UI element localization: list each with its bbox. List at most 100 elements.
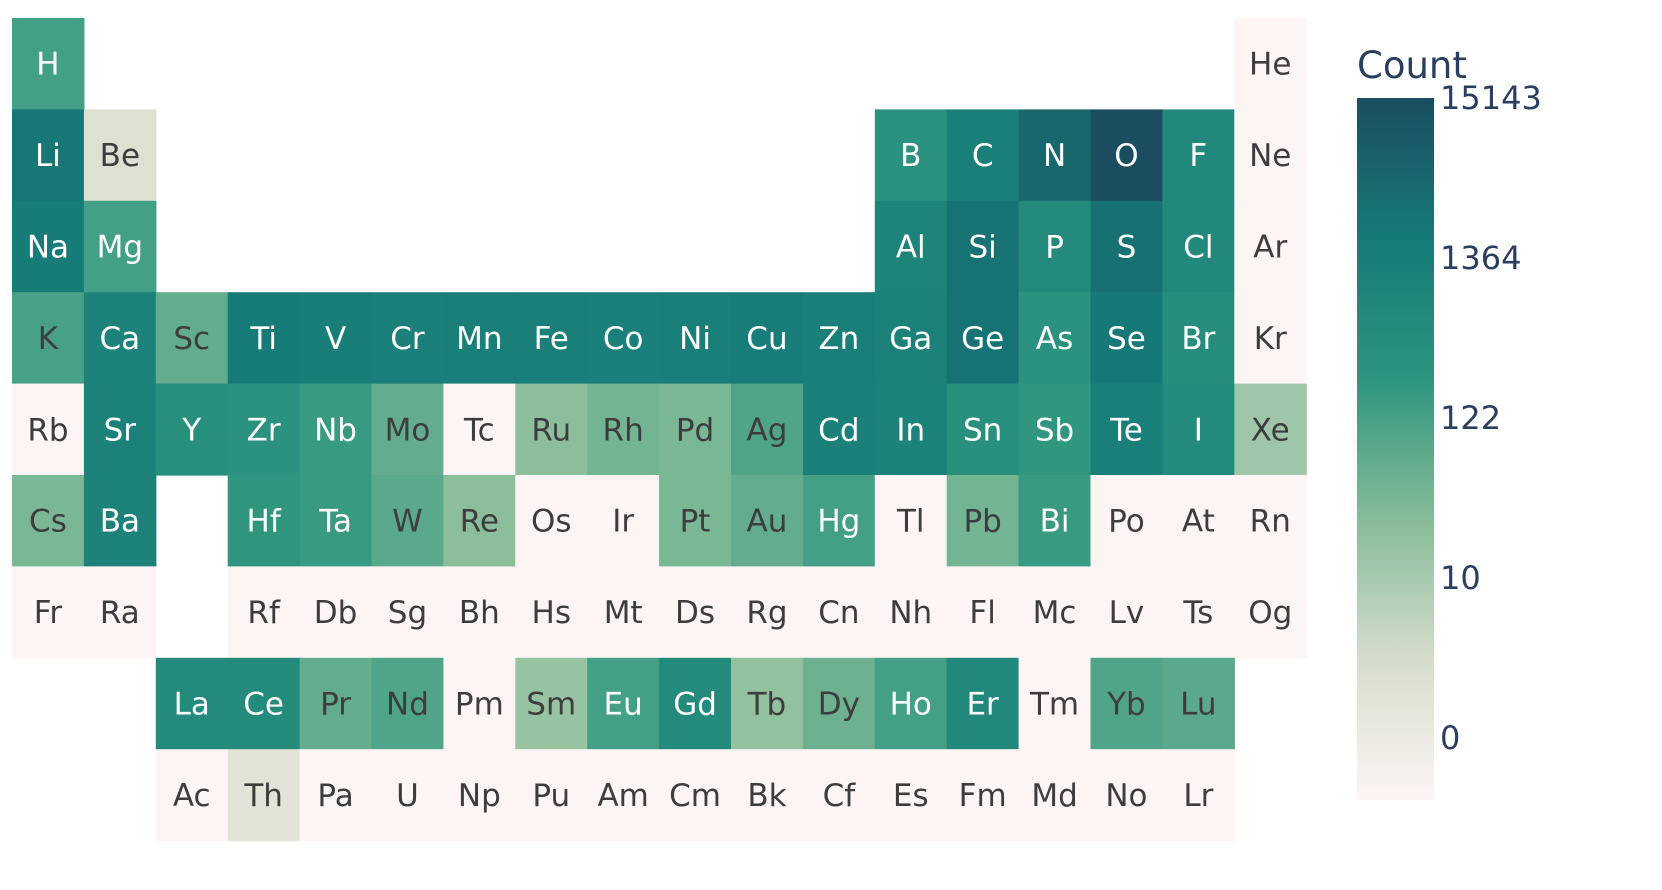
element-cell-Tm: Tm: [1019, 658, 1092, 750]
element-cell-Na: Na: [12, 201, 85, 293]
element-cell-Ta: Ta: [300, 475, 373, 567]
element-cell-Cn: Cn: [803, 566, 876, 658]
element-cell-Br: Br: [1162, 292, 1235, 384]
element-symbol: Ca: [100, 321, 141, 357]
element-symbol: Sr: [104, 412, 137, 448]
element-symbol: Cn: [818, 595, 859, 631]
element-cell-Cd: Cd: [803, 384, 876, 476]
element-cell-Mt: Mt: [587, 566, 660, 658]
colorbar: Count 010122136415143: [1357, 44, 1542, 800]
element-symbol: Pt: [680, 504, 711, 540]
element-cell-Rh: Rh: [587, 384, 660, 476]
element-cell-Pb: Pb: [947, 475, 1020, 567]
element-symbol: Al: [896, 230, 926, 266]
element-cell-La: La: [156, 658, 229, 750]
element-symbol: Cl: [1183, 230, 1213, 266]
element-cell-Ir: Ir: [587, 475, 660, 567]
element-cell-V: V: [300, 292, 373, 384]
element-cell-Sb: Sb: [1019, 384, 1092, 476]
element-symbol: Po: [1108, 504, 1145, 540]
element-symbol: Sm: [526, 687, 576, 723]
element-cell-F: F: [1162, 109, 1235, 201]
element-symbol: Lv: [1109, 595, 1145, 631]
element-symbol: Ac: [173, 778, 211, 814]
element-symbol: Cf: [823, 778, 857, 814]
colorbar-tick-label: 0: [1440, 719, 1460, 757]
element-cell-In: In: [875, 384, 948, 476]
element-symbol: Lr: [1183, 778, 1213, 814]
colorbar-tick-label: 15143: [1440, 79, 1542, 117]
element-cell-Ca: Ca: [84, 292, 156, 384]
element-cell-Fr: Fr: [12, 566, 85, 658]
element-cell-K: K: [12, 292, 85, 384]
element-symbol: Sg: [388, 595, 427, 631]
element-cells: H HeLi Be B C N O F NeNa Mg Al Si P S Cl ArK Ca Sc Ti V Cr Mn…: [12, 18, 1307, 841]
element-symbol: Pa: [317, 778, 353, 814]
colorbar-ticks: 010122136415143: [1440, 79, 1542, 757]
element-cell-Gd: Gd: [659, 658, 732, 750]
element-symbol: Re: [460, 504, 499, 540]
element-cell-Dy: Dy: [803, 658, 876, 750]
element-symbol: K: [38, 321, 59, 357]
element-symbol: Es: [893, 778, 929, 814]
element-cell-Ar: Ar: [1234, 201, 1307, 293]
element-symbol: Pm: [455, 687, 504, 723]
element-symbol: Cd: [818, 412, 859, 448]
element-cell-Cf: Cf: [803, 749, 876, 841]
element-symbol: Lu: [1180, 687, 1216, 723]
element-cell-Pu: Pu: [515, 749, 588, 841]
element-cell-Th: Th: [228, 749, 301, 841]
element-symbol: Eu: [604, 687, 643, 723]
element-symbol: P: [1045, 230, 1064, 266]
colorbar-scale: [1357, 98, 1434, 800]
element-symbol: Fm: [959, 778, 1007, 814]
element-cell-Fm: Fm: [947, 749, 1020, 841]
element-cell-Rf: Rf: [228, 566, 301, 658]
element-cell-Pd: Pd: [659, 384, 732, 476]
element-symbol: Rn: [1250, 504, 1291, 540]
element-symbol: Yb: [1106, 687, 1146, 723]
element-cell-Cu: Cu: [731, 292, 804, 384]
element-cell-Pa: Pa: [300, 749, 373, 841]
element-cell-O: O: [1091, 109, 1164, 201]
element-symbol: Mt: [604, 595, 643, 631]
element-cell-Er: Er: [947, 658, 1020, 750]
element-cell-Eu: Eu: [587, 658, 660, 750]
element-cell-Au: Au: [731, 475, 804, 567]
element-cell-Ge: Ge: [947, 292, 1020, 384]
element-symbol: Hf: [247, 504, 282, 540]
element-cell-U: U: [372, 749, 445, 841]
element-cell-Fe: Fe: [515, 292, 588, 384]
element-symbol: Pd: [676, 412, 714, 448]
element-cell-Si: Si: [947, 201, 1020, 293]
element-symbol: Ta: [318, 504, 352, 540]
element-symbol: Ti: [249, 321, 277, 357]
element-symbol: Ts: [1182, 595, 1213, 631]
element-cell-P: P: [1019, 201, 1092, 293]
element-symbol: Gd: [673, 687, 717, 723]
element-symbol: Be: [100, 138, 140, 174]
element-cell-Sn: Sn: [947, 384, 1020, 476]
element-cell-Ba: Ba: [84, 475, 156, 567]
element-cell-Ga: Ga: [875, 292, 948, 384]
element-cell-Cm: Cm: [659, 749, 732, 841]
element-symbol: Nd: [386, 687, 429, 723]
element-symbol: La: [174, 687, 210, 723]
element-cell-Al: Al: [875, 201, 948, 293]
element-symbol: Xe: [1251, 412, 1290, 448]
element-symbol: Ne: [1249, 138, 1291, 174]
element-cell-Ag: Ag: [731, 384, 804, 476]
element-symbol: Hg: [817, 504, 860, 540]
element-cell-Mg: Mg: [84, 201, 156, 293]
element-symbol: Ho: [890, 687, 932, 723]
element-cell-Re: Re: [443, 475, 516, 567]
element-symbol: V: [325, 321, 346, 357]
element-cell-H: H: [12, 18, 85, 110]
element-symbol: Kr: [1254, 321, 1287, 357]
element-cell-Xe: Xe: [1234, 384, 1307, 476]
element-symbol: Th: [243, 778, 283, 814]
element-symbol: Mc: [1033, 595, 1077, 631]
element-symbol: S: [1117, 230, 1137, 266]
element-cell-Kr: Kr: [1234, 292, 1307, 384]
element-symbol: Rg: [746, 595, 787, 631]
